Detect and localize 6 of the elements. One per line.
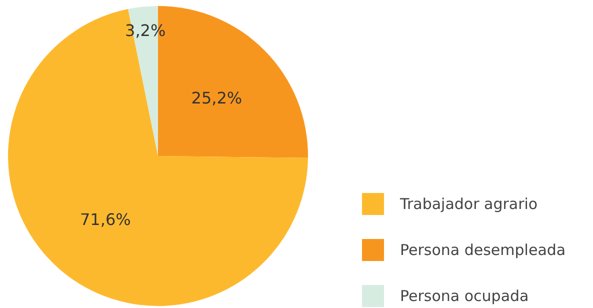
data-label: 25,2% <box>191 88 242 108</box>
pie-slice <box>8 9 308 306</box>
legend-label: Trabajador agrario <box>399 195 538 213</box>
legend-label: Persona desempleada <box>400 241 566 259</box>
legend-label: Persona ocupada <box>400 287 529 305</box>
data-label: 71,6% <box>80 210 131 230</box>
